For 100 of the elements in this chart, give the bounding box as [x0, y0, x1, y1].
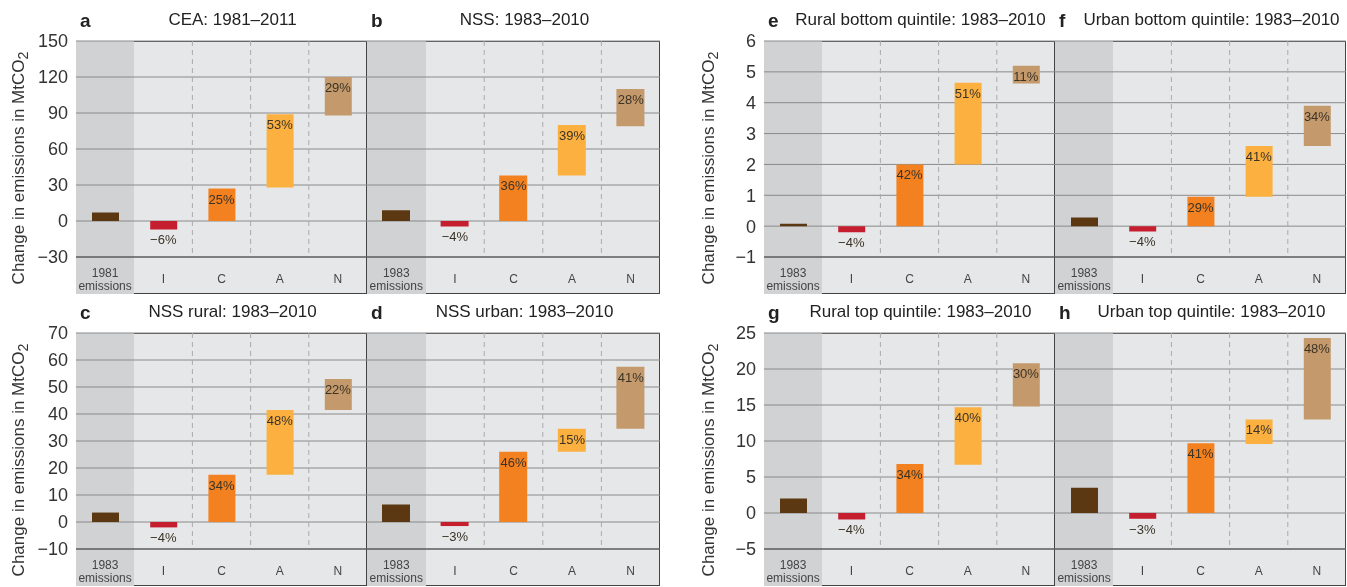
y-tick-label: 1 — [745, 185, 756, 206]
y-tick-label: 40 — [47, 404, 68, 425]
bar — [896, 164, 924, 227]
y-tick-label: 60 — [47, 139, 68, 160]
x-tick-label: C — [905, 272, 915, 286]
annotation: 41% — [617, 369, 645, 385]
bar — [954, 82, 982, 165]
y-tick-label: 5 — [745, 467, 756, 488]
x-tick-label: A — [963, 564, 972, 578]
bar — [92, 212, 119, 221]
bar — [1071, 487, 1098, 513]
bar — [440, 522, 469, 527]
annotation: 15% — [559, 431, 586, 447]
chart-title: Rural top quintile: 1983–2010 — [808, 302, 1033, 322]
x-tick-label: I — [161, 564, 165, 578]
y-tick-label: 0 — [57, 512, 68, 533]
y-tick-label: 0 — [745, 503, 756, 524]
x-tick-label: N — [333, 272, 343, 286]
chart-title: Urban top quintile: 1983–2010 — [1096, 302, 1327, 322]
bar — [1187, 443, 1215, 513]
x-tick-label: 1983 emissions — [1057, 266, 1111, 293]
y-tick-label: 20 — [735, 359, 756, 380]
bar — [1129, 513, 1157, 519]
y-tick-label: 15 — [735, 395, 756, 416]
y-tick-label: 90 — [47, 103, 68, 124]
annotation: −4% — [838, 235, 865, 251]
bar — [382, 210, 410, 221]
y-tick-label: 30 — [47, 431, 68, 452]
bar — [150, 522, 178, 528]
x-tick-label: A — [568, 564, 577, 578]
x-tick-label: I — [161, 272, 165, 286]
x-tick-label: A — [1254, 272, 1263, 286]
x-tick-label: A — [275, 272, 284, 286]
annotation: 39% — [559, 128, 586, 143]
x-tick-label: A — [963, 272, 972, 286]
bar — [266, 114, 294, 188]
annotation: −3% — [1129, 521, 1156, 537]
x-tick-label: I — [453, 564, 457, 578]
annotation: 14% — [1245, 422, 1273, 438]
x-tick-label: A — [568, 272, 577, 286]
bar — [499, 451, 528, 522]
bar — [266, 409, 294, 475]
x-tick-label: I — [849, 564, 853, 578]
y-tick-label: 20 — [47, 458, 68, 479]
x-tick-label: A — [1254, 564, 1263, 578]
y-tick-label: 50 — [47, 377, 68, 398]
y-tick-label: −30 — [37, 247, 68, 268]
x-tick-label: C — [1196, 272, 1206, 286]
x-tick-label: 1983 emissions — [766, 558, 820, 585]
bar — [150, 221, 178, 230]
x-tick-label: N — [333, 564, 343, 578]
y-tick-label: 70 — [47, 323, 68, 344]
x-tick-label: C — [509, 272, 519, 286]
bar — [616, 366, 645, 429]
annotation: −4% — [1129, 234, 1156, 250]
y-tick-label: 5 — [745, 62, 756, 83]
y-tick-label: 150 — [37, 31, 68, 52]
annotation: 34% — [208, 477, 235, 493]
x-tick-label: I — [1140, 272, 1144, 286]
annotation: 22% — [324, 381, 352, 397]
bar — [838, 226, 866, 233]
x-tick-label: C — [509, 564, 519, 578]
x-tick-label: A — [275, 564, 284, 578]
x-tick-label: I — [1140, 564, 1144, 578]
x-tick-label: I — [453, 272, 457, 286]
chart-title: CEA: 1981–2011 — [167, 10, 298, 30]
text: g — [768, 302, 780, 324]
annotation: 11% — [1013, 68, 1039, 84]
annotation: 41% — [1187, 446, 1214, 462]
bar — [1245, 145, 1273, 197]
bar — [440, 221, 469, 227]
x-tick-label: C — [217, 564, 227, 578]
x-tick-label: C — [1196, 564, 1206, 578]
annotation: 46% — [500, 454, 527, 470]
chart-title: Urban bottom quintile: 1983–2010 — [1082, 10, 1341, 30]
y-tick-label: 30 — [47, 175, 68, 196]
text: a — [80, 10, 91, 32]
annotation: −3% — [441, 529, 469, 545]
annotation: 25% — [208, 191, 235, 207]
annotation: −4% — [838, 522, 865, 538]
bar — [92, 512, 119, 522]
annotation: 29% — [1187, 199, 1214, 215]
annotation: −6% — [150, 232, 177, 248]
annotation: 40% — [954, 410, 982, 426]
x-tick-label: 1981 emissions — [78, 266, 132, 293]
x-tick-label: N — [626, 564, 636, 578]
y-tick-label: 6 — [745, 31, 756, 52]
y-tick-label: −1 — [735, 247, 756, 268]
y-tick-label: 0 — [57, 211, 68, 232]
x-tick-label: N — [1312, 272, 1322, 286]
y-tick-label: 0 — [745, 216, 756, 237]
text: e — [768, 10, 779, 32]
annotation: 42% — [896, 167, 923, 183]
bar — [1071, 217, 1098, 227]
x-tick-label: 1983 emissions — [1057, 558, 1111, 585]
annotation: 48% — [1303, 341, 1331, 357]
y-tick-label: 2 — [745, 154, 756, 175]
annotation: 34% — [896, 467, 923, 483]
x-tick-label: N — [1021, 564, 1031, 578]
annotation: 36% — [500, 178, 527, 194]
